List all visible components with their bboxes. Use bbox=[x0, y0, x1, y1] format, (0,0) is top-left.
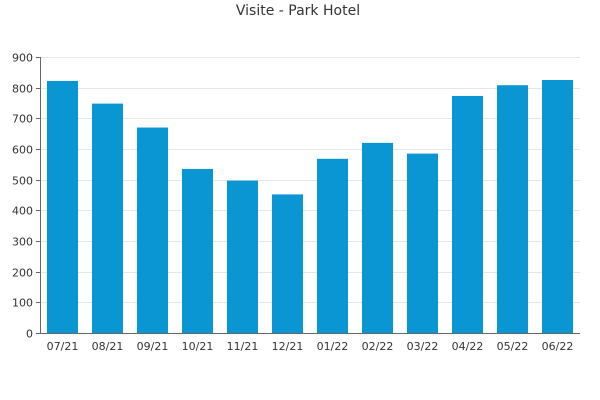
bars bbox=[46, 80, 574, 334]
bar bbox=[136, 127, 169, 333]
bar bbox=[46, 80, 79, 333]
y-tick-label: 700 bbox=[12, 113, 33, 126]
y-tick-label: 800 bbox=[12, 83, 33, 96]
y-tick-label: 200 bbox=[12, 267, 33, 280]
y-tick-label: 500 bbox=[12, 175, 33, 188]
y-tick-label: 100 bbox=[12, 297, 33, 310]
bar bbox=[451, 95, 484, 333]
x-tick-label: 04/22 bbox=[452, 340, 484, 353]
bar bbox=[316, 158, 349, 333]
axes bbox=[36, 57, 580, 334]
bar bbox=[91, 103, 124, 333]
bar bbox=[271, 194, 304, 333]
x-tick-label: 06/22 bbox=[542, 340, 574, 353]
bar bbox=[406, 153, 439, 333]
y-tick-label: 900 bbox=[12, 52, 33, 65]
bar bbox=[181, 168, 214, 333]
x-tick-label: 08/21 bbox=[92, 340, 124, 353]
y-tick-labels: 0 100 200 300 400 500 600 700 800 900 bbox=[12, 52, 33, 341]
x-tick-label: 09/21 bbox=[137, 340, 169, 353]
x-tick-label: 05/22 bbox=[497, 340, 529, 353]
bar bbox=[541, 80, 574, 333]
x-tick-label: 12/21 bbox=[272, 340, 304, 353]
chart-title: Visite - Park Hotel bbox=[236, 3, 360, 19]
x-tick-label: 01/22 bbox=[317, 340, 349, 353]
x-tick-label: 11/21 bbox=[227, 340, 259, 353]
y-tick-label: 400 bbox=[12, 205, 33, 218]
y-tick-label: 0 bbox=[26, 328, 33, 341]
x-tick-labels: 07/21 08/21 09/21 10/21 11/21 12/21 01/22 02/22… bbox=[47, 340, 574, 353]
grid-lines bbox=[40, 57, 580, 303]
x-tick-label: 03/22 bbox=[407, 340, 439, 353]
bar bbox=[496, 85, 529, 334]
bar bbox=[361, 142, 394, 333]
y-tick-label: 300 bbox=[12, 236, 33, 249]
y-tick-label: 600 bbox=[12, 144, 33, 157]
x-tick-label: 10/21 bbox=[182, 340, 214, 353]
x-tick-label: 07/21 bbox=[47, 340, 79, 353]
x-tick-label: 02/22 bbox=[362, 340, 394, 353]
bar bbox=[226, 180, 259, 333]
